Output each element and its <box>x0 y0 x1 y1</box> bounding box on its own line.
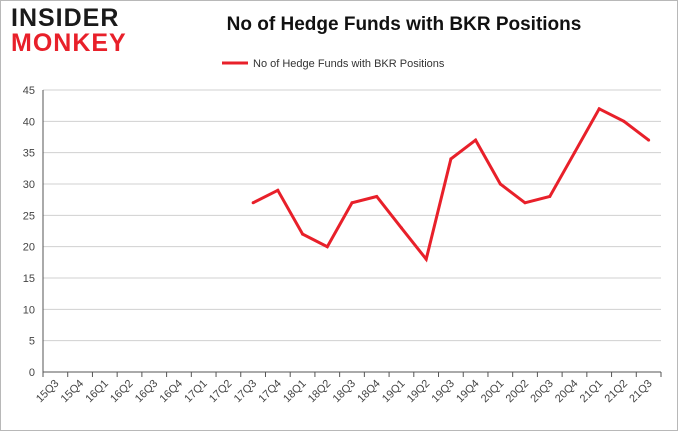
data-point <box>647 138 651 142</box>
y-tick-label: 0 <box>29 367 35 379</box>
data-point <box>449 157 453 161</box>
x-tick-label: 19Q2 <box>405 378 433 406</box>
x-tick-label: 19Q4 <box>454 378 482 406</box>
data-point <box>424 257 428 261</box>
data-point <box>523 201 527 205</box>
x-tick-label: 15Q4 <box>59 378 87 406</box>
data-point <box>597 107 601 111</box>
x-tick-label: 21Q3 <box>627 378 655 406</box>
x-tick-label: 19Q3 <box>429 378 457 406</box>
data-point <box>548 195 552 199</box>
y-tick-label: 25 <box>23 210 35 222</box>
data-point <box>350 201 354 205</box>
x-tick-label: 16Q3 <box>133 378 161 406</box>
x-tick-label: 20Q3 <box>528 378 556 406</box>
data-point <box>301 232 305 236</box>
x-tick-label: 16Q2 <box>108 378 136 406</box>
data-point <box>572 151 576 155</box>
data-point <box>375 195 379 199</box>
x-tick-label: 17Q4 <box>256 378 284 406</box>
logo-line-1: INSIDER <box>11 4 120 32</box>
x-tick-label: 21Q2 <box>603 378 631 406</box>
data-point <box>622 119 626 123</box>
x-tick-label: 20Q4 <box>553 378 581 406</box>
data-point <box>251 201 255 205</box>
data-point <box>474 138 478 142</box>
data-point <box>498 182 502 186</box>
x-tick-label: 18Q4 <box>355 378 383 406</box>
legend-label: No of Hedge Funds with BKR Positions <box>253 58 445 70</box>
x-tick-label: 17Q3 <box>232 378 260 406</box>
y-tick-label: 35 <box>23 148 35 160</box>
y-tick-label: 5 <box>29 336 35 348</box>
x-tick-label: 17Q2 <box>207 378 235 406</box>
data-point <box>325 245 329 249</box>
x-tick-label: 19Q1 <box>380 378 408 406</box>
x-tick-label: 18Q1 <box>281 378 309 406</box>
x-tick-label: 18Q2 <box>306 378 334 406</box>
y-tick-label: 30 <box>23 179 35 191</box>
x-tick-label: 20Q1 <box>479 378 507 406</box>
x-tick-label: 15Q3 <box>34 378 62 406</box>
data-point <box>399 226 403 230</box>
insider-monkey-logo: INSIDER MONKEY <box>11 4 131 57</box>
y-tick-label: 20 <box>23 242 35 254</box>
x-tick-label: 20Q2 <box>504 378 532 406</box>
chart-title: No of Hedge Funds with BKR Positions <box>226 14 582 35</box>
x-tick-label: 17Q1 <box>182 378 210 406</box>
data-point <box>276 188 280 192</box>
y-tick-label: 45 <box>23 85 35 97</box>
y-tick-label: 40 <box>23 116 35 128</box>
x-tick-label: 18Q3 <box>331 378 359 406</box>
x-tick-label: 16Q4 <box>158 378 186 406</box>
y-tick-label: 10 <box>23 304 35 316</box>
x-tick-label: 16Q1 <box>83 378 111 406</box>
y-tick-label: 15 <box>23 273 35 285</box>
x-tick-label: 21Q1 <box>578 378 606 406</box>
logo-line-2: MONKEY <box>11 29 127 57</box>
